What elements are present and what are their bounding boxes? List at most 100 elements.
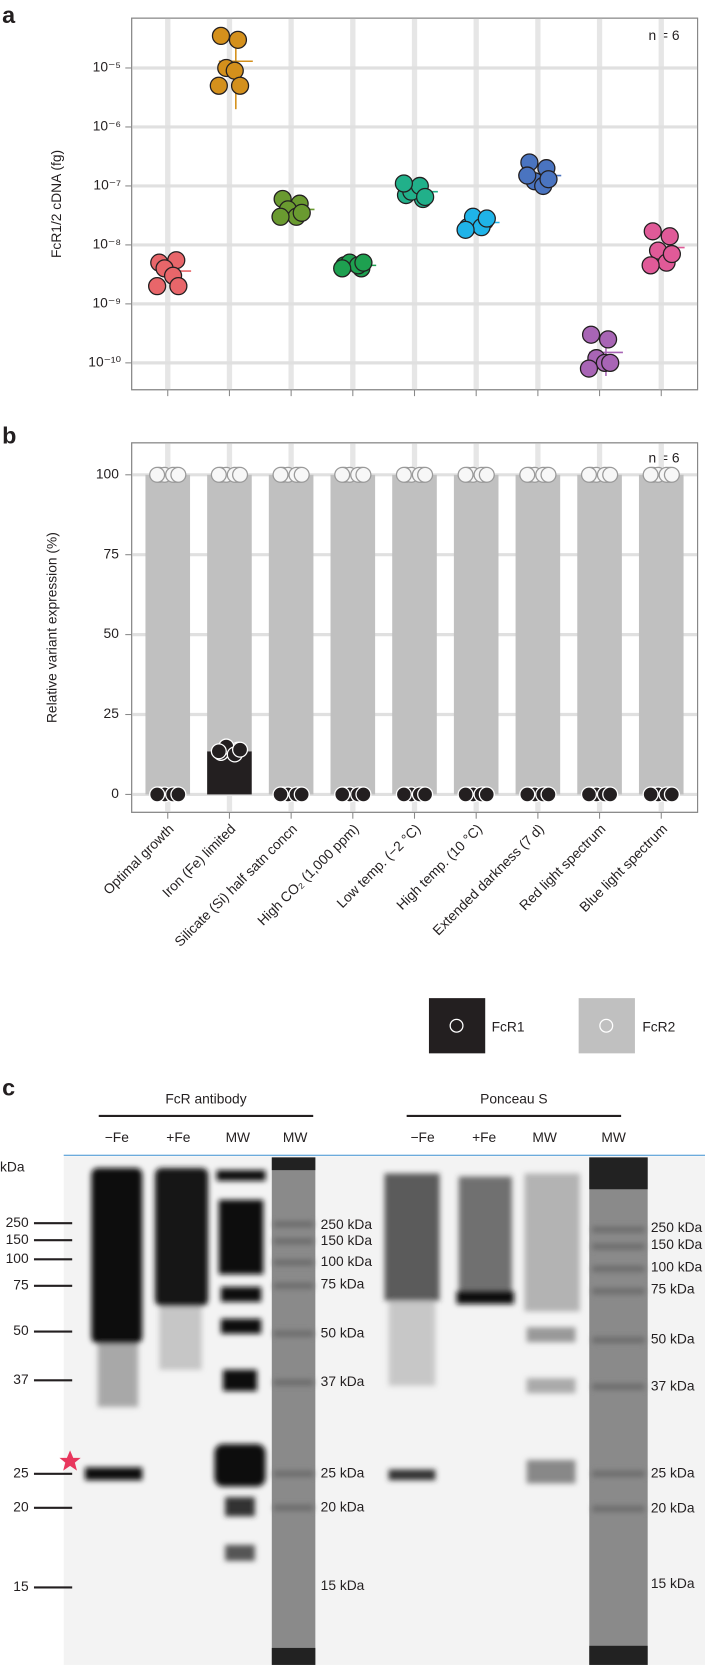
bar [638, 474, 684, 795]
data-point [211, 26, 231, 46]
ladder-strip [271, 1157, 316, 1665]
panel-letter: c [2, 1075, 15, 1101]
data-point [601, 353, 620, 372]
data-point [334, 786, 351, 803]
y-tick-label: 10⁻⁷ [93, 178, 121, 193]
data-point [333, 259, 352, 278]
legend-label: FcR2 [642, 1020, 675, 1035]
data-point [293, 466, 310, 483]
x-tick-label: High CO₂ (1,000 ppm) [255, 821, 362, 928]
bar [515, 474, 561, 795]
panel-letter: b [2, 423, 16, 449]
data-point [478, 466, 495, 483]
star-marker [59, 1450, 81, 1471]
y-tick-label: 10⁻⁶ [93, 119, 121, 134]
ladder-label: 37 [13, 1372, 28, 1387]
data-point [519, 786, 536, 803]
legend-marker [599, 1018, 614, 1033]
ladder-label: 15 [13, 1579, 29, 1594]
lane-label: MW [532, 1130, 557, 1145]
data-point [660, 227, 679, 246]
y-tick-label: 10⁻⁹ [92, 296, 121, 311]
y-tick-label: 25 [104, 706, 120, 721]
y-tick-label: 100 [96, 466, 119, 481]
gel-blots [84, 1168, 580, 1561]
ladder-label: 150 kDa [651, 1237, 703, 1252]
data-point [170, 466, 187, 483]
y-tick-label: 50 [104, 626, 120, 641]
y-axis-label: Relative variant expression (%) [45, 532, 60, 723]
legend-label: FcR1 [492, 1020, 525, 1035]
lane-label: −Fe [410, 1130, 434, 1145]
y-tick-label: 10⁻¹⁰ [88, 355, 121, 370]
bar [330, 474, 376, 795]
legend-swatch [578, 998, 635, 1054]
ladder-label: 250 kDa [651, 1220, 703, 1235]
y-tick-label: 75 [104, 546, 120, 561]
ladder-strip [589, 1645, 648, 1665]
data-point [580, 786, 598, 803]
data-point [642, 786, 659, 803]
data-point [602, 466, 619, 483]
ladder-label: 50 [13, 1323, 29, 1338]
ladder-label: 250 [6, 1215, 29, 1230]
data-point [149, 466, 166, 483]
legend-marker [449, 1018, 464, 1033]
data-point [415, 187, 435, 207]
data-point [540, 466, 557, 483]
data-point [231, 466, 249, 483]
gel-title: Ponceau S [480, 1092, 548, 1107]
bar [145, 474, 191, 795]
lane-label: −Fe [105, 1130, 129, 1145]
data-point [334, 466, 351, 483]
y-tick-label: 0 [111, 786, 119, 801]
data-point [540, 786, 557, 803]
bar [453, 474, 499, 795]
ladder-label: 37 kDa [321, 1374, 365, 1389]
lane-label: MW [226, 1130, 251, 1145]
data-point [579, 359, 599, 378]
ladder-label: 20 kDa [651, 1500, 695, 1515]
data-point [210, 743, 227, 760]
y-axis-label: FcR1/2 cDNA (fg) [49, 150, 64, 258]
data-point [231, 741, 249, 758]
lane-label: MW [283, 1130, 308, 1145]
data-point [457, 786, 474, 803]
data-point [169, 277, 188, 296]
data-point [663, 466, 680, 483]
data-point [477, 209, 496, 228]
annotation: n = 6 [648, 450, 679, 465]
ladder-label: 15 kDa [651, 1576, 695, 1591]
ladder-label: 150 kDa [321, 1233, 373, 1248]
panel-letter: a [2, 2, 16, 28]
ladder-strip [271, 1157, 316, 1171]
bar [207, 474, 252, 752]
data-point [228, 30, 248, 49]
data-point [643, 222, 662, 241]
plot-frame [131, 17, 699, 391]
bar [392, 474, 437, 795]
ladder-label: 25 [13, 1465, 29, 1480]
lane-label: +Fe [166, 1130, 190, 1145]
ladder-label: 100 kDa [651, 1259, 703, 1274]
data-point [602, 786, 619, 803]
lane-label: MW [601, 1130, 626, 1145]
data-point [581, 325, 601, 344]
data-point [456, 220, 475, 239]
annotation: n = 6 [648, 28, 679, 43]
bar [268, 474, 314, 795]
ladder-label: 150 [6, 1232, 29, 1247]
ladder-strip [589, 1157, 648, 1190]
ladder-strip [271, 1647, 316, 1665]
ladder-label: 75 [13, 1278, 29, 1293]
data-point [457, 466, 474, 483]
data-point [272, 466, 289, 483]
ladder-label: 250 kDa [321, 1217, 373, 1232]
ladder-label: 100 kDa [321, 1254, 373, 1269]
data-point [292, 203, 311, 222]
ladder-label: 15 kDa [321, 1578, 365, 1593]
y-tick-label: 10⁻⁸ [93, 237, 121, 252]
legend-swatch [428, 998, 486, 1054]
ladder-label: 100 [6, 1251, 29, 1266]
